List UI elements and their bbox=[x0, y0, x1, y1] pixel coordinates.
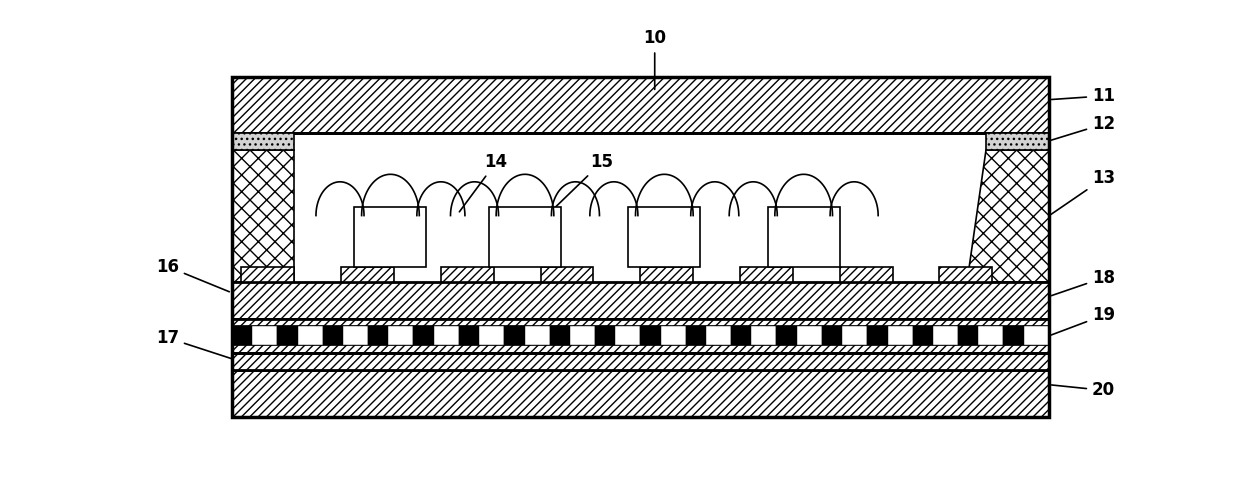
Bar bbox=[842, 326, 867, 345]
Bar bbox=[252, 326, 278, 345]
Bar bbox=[640, 326, 661, 345]
Bar bbox=[479, 326, 505, 345]
Bar bbox=[615, 326, 640, 345]
Bar bbox=[413, 326, 434, 345]
Bar bbox=[1024, 326, 1049, 345]
Bar bbox=[822, 326, 842, 345]
Bar bbox=[751, 326, 776, 345]
Text: 19: 19 bbox=[1052, 306, 1115, 335]
Bar bbox=[940, 266, 992, 281]
Text: 11: 11 bbox=[1052, 87, 1115, 105]
Polygon shape bbox=[967, 150, 1049, 281]
Bar bbox=[888, 326, 913, 345]
Polygon shape bbox=[232, 150, 294, 281]
Bar bbox=[441, 266, 494, 281]
Bar bbox=[839, 266, 893, 281]
Bar bbox=[341, 266, 394, 281]
Bar bbox=[232, 326, 252, 345]
Bar bbox=[355, 206, 427, 266]
Text: 13: 13 bbox=[1052, 169, 1115, 214]
Bar bbox=[232, 319, 1049, 353]
Bar bbox=[867, 326, 888, 345]
Bar bbox=[686, 326, 706, 345]
Text: 14: 14 bbox=[459, 153, 507, 212]
Bar bbox=[232, 281, 1049, 319]
Bar bbox=[732, 326, 751, 345]
Bar bbox=[768, 206, 839, 266]
Bar bbox=[294, 150, 986, 281]
Bar bbox=[706, 326, 732, 345]
Bar bbox=[322, 326, 343, 345]
Bar bbox=[232, 133, 294, 150]
Bar bbox=[343, 326, 368, 345]
Bar bbox=[368, 326, 388, 345]
Bar bbox=[978, 326, 1003, 345]
Bar bbox=[232, 370, 1049, 416]
Bar bbox=[459, 326, 479, 345]
Bar bbox=[986, 133, 1049, 150]
Bar bbox=[232, 319, 1049, 326]
Text: 16: 16 bbox=[156, 258, 229, 292]
Bar bbox=[595, 326, 615, 345]
Bar bbox=[388, 326, 413, 345]
Bar bbox=[932, 326, 959, 345]
Bar bbox=[232, 345, 1049, 353]
Text: 20: 20 bbox=[1052, 381, 1115, 399]
Bar bbox=[549, 326, 570, 345]
Text: 12: 12 bbox=[1052, 115, 1115, 140]
Text: 17: 17 bbox=[156, 329, 234, 359]
Bar bbox=[797, 326, 822, 345]
Bar bbox=[434, 326, 459, 345]
Bar bbox=[489, 206, 560, 266]
Bar bbox=[232, 77, 1049, 133]
Text: 15: 15 bbox=[527, 153, 614, 235]
Bar bbox=[570, 326, 595, 345]
Bar bbox=[959, 326, 978, 345]
Text: 10: 10 bbox=[644, 29, 666, 90]
Bar bbox=[232, 77, 1049, 133]
Bar bbox=[541, 266, 594, 281]
Bar bbox=[525, 326, 549, 345]
Text: 18: 18 bbox=[1052, 269, 1115, 296]
Bar bbox=[913, 326, 932, 345]
Bar bbox=[776, 326, 797, 345]
Bar bbox=[740, 266, 792, 281]
Bar bbox=[232, 77, 1049, 416]
Bar bbox=[232, 353, 1049, 370]
Bar bbox=[298, 326, 322, 345]
Bar bbox=[1003, 326, 1024, 345]
Bar bbox=[242, 266, 294, 281]
Bar bbox=[661, 326, 686, 345]
Bar bbox=[629, 206, 701, 266]
Bar bbox=[640, 266, 693, 281]
Bar bbox=[505, 326, 525, 345]
Bar bbox=[278, 326, 298, 345]
